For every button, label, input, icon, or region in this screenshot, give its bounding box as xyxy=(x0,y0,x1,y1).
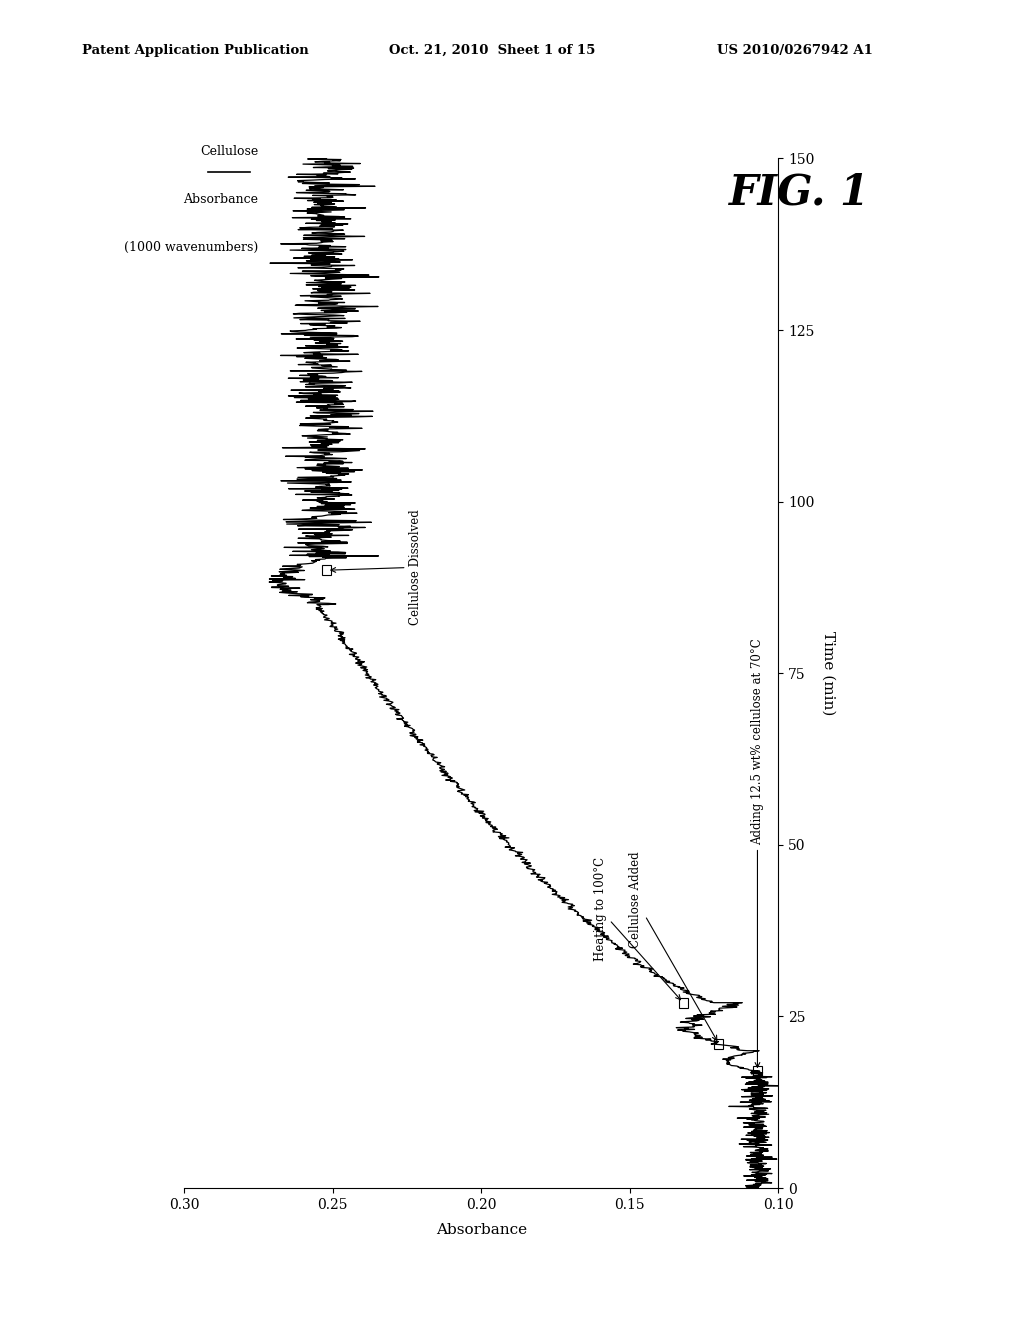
Text: Adding 12.5 wt% cellulose at 70°C: Adding 12.5 wt% cellulose at 70°C xyxy=(751,638,764,1068)
Text: Oct. 21, 2010  Sheet 1 of 15: Oct. 21, 2010 Sheet 1 of 15 xyxy=(389,44,596,57)
Bar xyxy=(715,1039,723,1049)
Y-axis label: Time (min): Time (min) xyxy=(821,631,836,715)
Text: Patent Application Publication: Patent Application Publication xyxy=(82,44,308,57)
Bar xyxy=(323,565,332,576)
Bar xyxy=(679,998,688,1008)
Text: Cellulose: Cellulose xyxy=(201,145,258,158)
Text: Absorbance: Absorbance xyxy=(183,193,258,206)
Text: Cellulose Added: Cellulose Added xyxy=(629,851,717,1040)
X-axis label: Absorbance: Absorbance xyxy=(436,1222,526,1237)
Text: US 2010/0267942 A1: US 2010/0267942 A1 xyxy=(717,44,872,57)
Text: (1000 wavenumbers): (1000 wavenumbers) xyxy=(124,240,258,253)
Text: FIG. 1: FIG. 1 xyxy=(729,172,870,214)
Text: Heating to 100°C: Heating to 100°C xyxy=(594,858,681,999)
Bar xyxy=(753,1067,762,1077)
Text: Cellulose Dissolved: Cellulose Dissolved xyxy=(331,510,423,626)
